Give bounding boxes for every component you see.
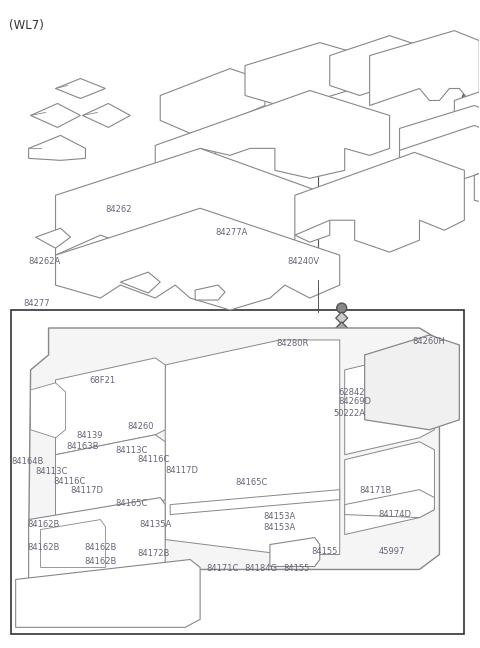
- Text: 50222A: 50222A: [334, 409, 366, 418]
- Polygon shape: [170, 490, 340, 515]
- Polygon shape: [195, 285, 225, 300]
- Text: 84162B: 84162B: [84, 542, 117, 551]
- Polygon shape: [336, 312, 348, 324]
- Text: 84162B: 84162B: [27, 542, 60, 551]
- Text: 84260: 84260: [128, 422, 154, 431]
- Text: 84153A: 84153A: [263, 523, 295, 532]
- Circle shape: [238, 203, 252, 217]
- Polygon shape: [270, 538, 320, 566]
- Circle shape: [43, 592, 59, 607]
- Circle shape: [380, 400, 399, 420]
- Circle shape: [462, 93, 472, 102]
- Polygon shape: [245, 43, 365, 108]
- Polygon shape: [120, 272, 160, 293]
- Circle shape: [312, 150, 324, 161]
- Polygon shape: [345, 352, 434, 455]
- Polygon shape: [83, 104, 130, 128]
- Text: 84172B: 84172B: [137, 549, 169, 558]
- Text: 84113C: 84113C: [116, 446, 148, 455]
- Text: 45997: 45997: [379, 547, 405, 556]
- Text: 84174D: 84174D: [379, 510, 412, 519]
- Circle shape: [148, 203, 162, 217]
- Polygon shape: [29, 135, 85, 160]
- Text: 84171C: 84171C: [206, 564, 239, 573]
- Polygon shape: [345, 442, 434, 535]
- Polygon shape: [165, 340, 340, 555]
- Polygon shape: [455, 89, 480, 163]
- Polygon shape: [31, 383, 65, 438]
- Polygon shape: [160, 69, 265, 135]
- Polygon shape: [56, 208, 340, 310]
- Circle shape: [393, 183, 407, 197]
- Text: 84117D: 84117D: [70, 486, 103, 494]
- Polygon shape: [56, 358, 165, 455]
- Text: 84153A: 84153A: [263, 511, 295, 520]
- Text: 84164B: 84164B: [11, 457, 44, 466]
- Circle shape: [441, 49, 455, 63]
- Text: 84116C: 84116C: [53, 477, 86, 485]
- Polygon shape: [474, 163, 480, 208]
- Circle shape: [418, 56, 432, 69]
- Text: 84277: 84277: [24, 299, 50, 308]
- Circle shape: [71, 505, 81, 515]
- Circle shape: [336, 303, 347, 313]
- Text: 84117D: 84117D: [166, 467, 199, 475]
- Polygon shape: [36, 228, 71, 248]
- Text: 84280R: 84280R: [276, 339, 308, 348]
- Text: 84139: 84139: [76, 432, 103, 441]
- Polygon shape: [56, 78, 106, 98]
- Text: 84165C: 84165C: [116, 498, 148, 507]
- Text: 84277A: 84277A: [215, 227, 248, 237]
- Text: 84135A: 84135A: [140, 520, 172, 529]
- Polygon shape: [56, 435, 165, 520]
- Text: (WL7): (WL7): [9, 19, 44, 32]
- Text: 84162B: 84162B: [84, 557, 117, 566]
- Polygon shape: [336, 322, 348, 334]
- Polygon shape: [31, 104, 81, 128]
- Text: 84171B: 84171B: [360, 486, 392, 494]
- Circle shape: [193, 189, 207, 202]
- Circle shape: [204, 150, 216, 161]
- Polygon shape: [399, 126, 480, 200]
- Text: 84155: 84155: [283, 564, 310, 573]
- Text: 84165C: 84165C: [235, 478, 267, 487]
- Polygon shape: [365, 335, 459, 430]
- Circle shape: [348, 198, 361, 213]
- Circle shape: [90, 590, 100, 599]
- Polygon shape: [370, 30, 480, 106]
- Text: 84155: 84155: [312, 547, 338, 556]
- Circle shape: [244, 134, 256, 146]
- Polygon shape: [29, 328, 439, 570]
- Polygon shape: [155, 91, 390, 178]
- Text: 84162B: 84162B: [27, 520, 60, 529]
- Polygon shape: [56, 148, 330, 268]
- Polygon shape: [16, 559, 200, 627]
- Polygon shape: [330, 36, 420, 95]
- Polygon shape: [29, 498, 165, 579]
- Bar: [11, 310, 464, 634]
- Text: 84240V: 84240V: [288, 257, 320, 266]
- Polygon shape: [399, 106, 480, 180]
- Text: 68F21: 68F21: [89, 376, 115, 385]
- Text: 84113C: 84113C: [35, 467, 68, 476]
- Polygon shape: [41, 520, 106, 568]
- Text: 84163B: 84163B: [67, 443, 99, 452]
- Text: 84260H: 84260H: [412, 337, 445, 346]
- Text: 84269D: 84269D: [338, 397, 372, 406]
- Text: 84184G: 84184G: [245, 564, 278, 573]
- Polygon shape: [295, 152, 464, 252]
- Polygon shape: [148, 340, 175, 363]
- Text: 62842: 62842: [338, 388, 365, 397]
- Circle shape: [393, 64, 407, 78]
- Text: 84262A: 84262A: [28, 257, 60, 266]
- Text: 84116C: 84116C: [137, 456, 169, 464]
- Polygon shape: [345, 490, 434, 518]
- Text: 84262: 84262: [105, 205, 132, 214]
